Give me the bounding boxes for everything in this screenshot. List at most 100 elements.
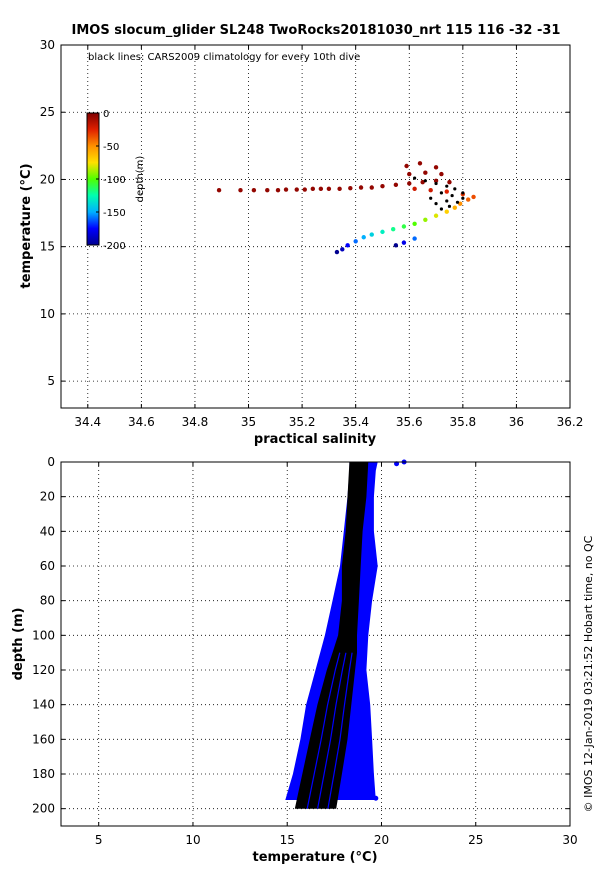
profile-x-tick-label: 25 <box>468 833 483 847</box>
profile-grid <box>61 461 571 826</box>
ts-data-point <box>283 187 289 192</box>
ts-data-point <box>318 186 324 192</box>
temperature-profile-plot: 5 10 15 20 25 30 020406080100120140160180200 … <box>11 455 578 865</box>
ts-climatology-point <box>445 199 449 203</box>
profile-streaks <box>306 652 353 809</box>
colorbar-tick-label: -100 <box>103 175 126 186</box>
ts-data-point <box>401 224 407 229</box>
ts-climatology-point <box>434 181 438 186</box>
ts-y-tick-label: 20 <box>40 172 55 186</box>
profile-y-ticks: 0 20 40 60 80 100 120 140 160 180 200 <box>32 455 570 816</box>
profile-x-tick-label: 15 <box>280 833 295 847</box>
ts-data-points <box>216 161 476 255</box>
ts-climatology-points <box>413 176 465 211</box>
ts-data-point <box>369 232 374 237</box>
profile-y-axis-label: depth (m) <box>11 608 26 681</box>
ts-x-tick-label: 35.6 <box>396 415 423 429</box>
profile-x-tick-label: 5 <box>95 833 103 847</box>
ts-data-point <box>466 197 471 202</box>
profile-y-tick-label: 180 <box>32 767 55 781</box>
colorbar-ticks: 0 -50 -100 -150 -200 <box>96 109 126 252</box>
figure-title: IMOS slocum_glider SL248 TwoRocks2018103… <box>72 23 561 38</box>
ts-data-point <box>353 239 358 244</box>
ts-data-point <box>412 236 417 241</box>
ts-grid <box>61 44 571 408</box>
profile-x-ticks: 5 10 15 20 25 30 <box>95 462 578 847</box>
profile-y-tick-label: 200 <box>32 802 55 816</box>
profile-y-tick-label: 0 <box>47 455 55 469</box>
ts-data-point <box>407 181 412 186</box>
glider-profile-outliers <box>373 459 407 801</box>
profile-y-tick-label: 80 <box>40 594 55 608</box>
ts-data-point <box>393 182 399 188</box>
ts-data-point <box>423 217 428 222</box>
profile-y-tick-label: 40 <box>40 524 55 538</box>
ts-x-tick-label: 34.4 <box>74 415 101 429</box>
depth-colorbar: 0 -50 -100 -150 -200 depth(m) <box>86 109 146 252</box>
ts-data-point <box>310 186 316 192</box>
ts-x-tick-label: 36.2 <box>557 415 584 429</box>
climatology-profiles-band <box>294 462 369 809</box>
ts-data-point <box>380 229 385 235</box>
profile-y-tick-label: 60 <box>40 559 55 573</box>
ts-data-point <box>369 185 374 190</box>
ts-data-point <box>334 249 340 255</box>
ts-y-tick-label: 15 <box>40 240 55 254</box>
ts-climatology-point <box>429 196 433 200</box>
profile-x-tick-label: 30 <box>562 833 577 847</box>
ts-data-point <box>238 188 243 193</box>
profile-y-tick-label: 140 <box>32 698 55 712</box>
ts-data-point <box>326 186 332 192</box>
colorbar-tick-label: -200 <box>103 241 126 252</box>
ts-data-point <box>423 170 428 175</box>
ts-data-point <box>380 183 385 189</box>
profile-y-tick-label: 20 <box>40 490 55 504</box>
ts-x-tick-label: 35.2 <box>289 415 316 429</box>
ts-data-point <box>390 226 396 232</box>
colorbar-tick-label: 0 <box>103 109 109 120</box>
ts-data-point <box>452 205 458 210</box>
ts-data-point <box>361 235 366 240</box>
ts-data-point <box>216 188 222 193</box>
ts-x-tick-label: 35.4 <box>342 415 369 429</box>
ts-data-point <box>337 186 342 192</box>
ts-annotation: black lines: CARS2009 climatology for ev… <box>88 52 360 63</box>
ts-x-axis-label: practical salinity <box>254 432 377 447</box>
ts-data-point <box>447 179 452 185</box>
ts-data-point <box>294 187 299 192</box>
ts-x-tick-label: 35 <box>241 415 256 429</box>
ts-data-point <box>340 247 345 252</box>
ts-climatology-point <box>450 193 454 198</box>
ts-climatology-point <box>445 184 449 188</box>
ts-y-axis-label: temperature (°C) <box>19 163 34 288</box>
colorbar-tick-label: -150 <box>103 208 126 219</box>
ts-axes-frame <box>60 44 571 409</box>
ts-climatology-point <box>461 191 465 195</box>
ts-data-point <box>393 243 399 248</box>
ts-x-tick-label: 35.8 <box>449 415 476 429</box>
glider-profile-outlier <box>373 795 379 801</box>
profile-streak-line <box>306 652 341 809</box>
profile-x-tick-label: 10 <box>185 833 200 847</box>
ts-data-point <box>433 165 439 170</box>
ts-climatology-point <box>455 200 460 204</box>
ts-data-point <box>433 213 439 218</box>
ts-data-point <box>302 187 307 192</box>
ts-y-ticks: 5 10 15 20 25 30 <box>40 38 570 388</box>
ts-climatology-point <box>453 187 457 191</box>
ts-x-tick-label: 34.6 <box>128 415 155 429</box>
profile-y-tick-label: 120 <box>32 663 55 677</box>
ts-y-tick-label: 10 <box>40 307 55 321</box>
ts-data-point <box>417 161 423 166</box>
ts-diagram-plot: 34.4 34.6 34.8 35 35.2 35.4 35.6 35.8 36 36.2 5 10… <box>19 38 583 447</box>
ts-y-tick-label: 25 <box>40 105 55 119</box>
ts-climatology-point <box>439 207 444 211</box>
ts-climatology-point <box>434 202 438 206</box>
ts-data-point <box>407 171 412 177</box>
ts-data-point <box>251 188 257 193</box>
ts-data-point <box>401 240 407 245</box>
ts-x-tick-label: 36 <box>509 415 524 429</box>
ts-data-point <box>471 194 476 200</box>
ts-data-point <box>345 243 350 248</box>
